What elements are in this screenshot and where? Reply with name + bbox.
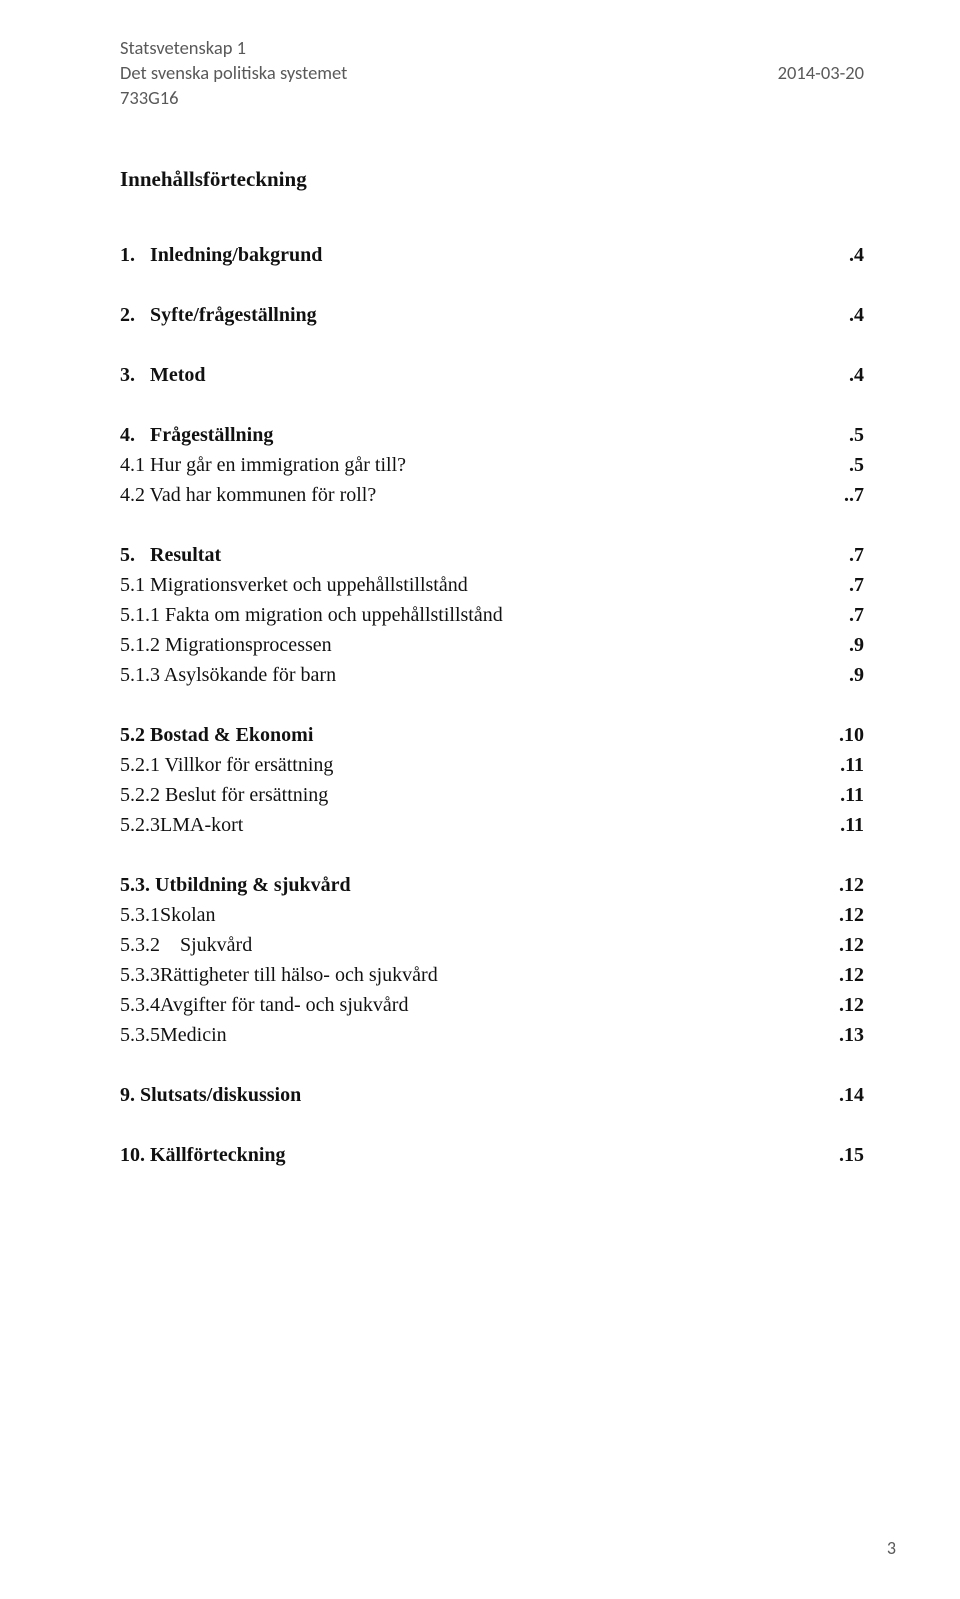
toc-entry: 4. Frågeställning .5 — [120, 420, 864, 450]
toc-entry-label: 5.3.3Rättigheter till hälso- och sjukvår… — [120, 960, 438, 990]
toc-entry-label: 5.1.3 Asylsökande för barn — [120, 660, 336, 690]
toc-entry: 5.2 Bostad & Ekonomi .10 — [120, 720, 864, 750]
toc-entry-label: 3. Metod — [120, 360, 206, 390]
toc-entry-label: 5.2.1 Villkor för ersättning — [120, 750, 333, 780]
toc-entry-page: .7 — [816, 570, 864, 600]
toc-entry-label: 5.2 Bostad & Ekonomi — [120, 720, 313, 750]
toc-entry: 9. Slutsats/diskussion .14 — [120, 1080, 864, 1110]
toc-entry-page: .12 — [816, 990, 864, 1020]
toc-entry-label: 1. Inledning/bakgrund — [120, 240, 322, 270]
toc-entry-label: 2. Syfte/frågeställning — [120, 300, 317, 330]
toc-group: 3. Metod .4 — [120, 360, 864, 390]
toc-entry: 10. Källförteckning .15 — [120, 1140, 864, 1170]
page: Statsvetenskap 1 Det svenska politiska s… — [0, 0, 960, 1599]
toc-entry-label: 4. Frågeställning — [120, 420, 273, 450]
toc-entry: 4.1 Hur går en immigration går till? .5 — [120, 450, 864, 480]
toc-entry-label: 4.1 Hur går en immigration går till? — [120, 450, 406, 480]
toc-entry-label: 5.1.2 Migrationsprocessen — [120, 630, 332, 660]
toc-entry-page: .15 — [816, 1140, 864, 1170]
toc-entry: 4.2 Vad har kommunen för roll? ..7 — [120, 480, 864, 510]
toc-entry-label: 5.3.2 Sjukvård — [120, 930, 252, 960]
toc-entry-label: 5.3.4Avgifter för tand- och sjukvård — [120, 990, 408, 1020]
toc-group: 2. Syfte/frågeställning .4 — [120, 300, 864, 330]
toc-entry-page: .14 — [816, 1080, 864, 1110]
toc-entry: 5.3.1Skolan .12 — [120, 900, 864, 930]
toc-entry: 5.1.2 Migrationsprocessen .9 — [120, 630, 864, 660]
toc-entry: 5.1.1 Fakta om migration och uppehållsti… — [120, 600, 864, 630]
toc-entry: 5.1 Migrationsverket och uppehållstillst… — [120, 570, 864, 600]
toc-entry: 5.3.2 Sjukvård .12 — [120, 930, 864, 960]
toc-entry: 1. Inledning/bakgrund .4 — [120, 240, 864, 270]
toc-entry-page: .11 — [816, 810, 864, 840]
toc-entry-label: 5.3. Utbildning & sjukvård — [120, 870, 351, 900]
toc-entry-page: .9 — [816, 630, 864, 660]
page-number: 3 — [887, 1537, 896, 1559]
toc-entry-page: .12 — [816, 900, 864, 930]
toc-entry-label: 9. Slutsats/diskussion — [120, 1080, 301, 1110]
toc-entry-page: .5 — [816, 420, 864, 450]
header-code: 733G16 — [120, 86, 864, 111]
toc-entry-label: 4.2 Vad har kommunen för roll? — [120, 480, 376, 510]
toc-entry-label: 5.2.3LMA-kort — [120, 810, 243, 840]
toc-entry-label: 10. Källförteckning — [120, 1140, 286, 1170]
toc-entry-page: ..7 — [816, 480, 864, 510]
header-subtitle: Det svenska politiska systemet — [120, 61, 347, 86]
toc-entry-page: .11 — [816, 780, 864, 810]
toc-entry-page: .11 — [816, 750, 864, 780]
toc-entry-label: 5.3.5Medicin — [120, 1020, 227, 1050]
toc-group: 5.3. Utbildning & sjukvård.125.3.1Skolan… — [120, 870, 864, 1050]
toc-group: 4. Frågeställning.54.1 Hur går en immigr… — [120, 420, 864, 510]
toc-entry: 5.2.1 Villkor för ersättning .11 — [120, 750, 864, 780]
toc-entry-page: .9 — [816, 660, 864, 690]
toc-entry-page: .12 — [816, 870, 864, 900]
toc-entry-label: 5.2.2 Beslut för ersättning — [120, 780, 328, 810]
toc-entry-label: 5. Resultat — [120, 540, 221, 570]
toc-entry-page: .4 — [816, 300, 864, 330]
header: Statsvetenskap 1 Det svenska politiska s… — [120, 36, 864, 111]
toc-entry: 3. Metod .4 — [120, 360, 864, 390]
toc-group: 10. Källförteckning .15 — [120, 1140, 864, 1170]
toc-entry: 2. Syfte/frågeställning .4 — [120, 300, 864, 330]
toc-group: 9. Slutsats/diskussion .14 — [120, 1080, 864, 1110]
toc-group: 5. Resultat .7 5.1 Migrationsverket och up… — [120, 540, 864, 690]
toc-entry-page: .13 — [816, 1020, 864, 1050]
toc-entry-page: .7 — [816, 540, 864, 570]
toc-entry: 5. Resultat .7 — [120, 540, 864, 570]
toc: 1. Inledning/bakgrund.42. Syfte/frågestä… — [120, 240, 864, 1170]
toc-entry: 5.3.4Avgifter för tand- och sjukvård .12 — [120, 990, 864, 1020]
toc-entry: 5.3.5Medicin .13 — [120, 1020, 864, 1050]
toc-entry-page: .5 — [816, 450, 864, 480]
toc-entry-label: 5.1 Migrationsverket och uppehållstillst… — [120, 570, 468, 600]
toc-entry-page: .12 — [816, 930, 864, 960]
toc-entry-page: .10 — [816, 720, 864, 750]
toc-entry-label: 5.1.1 Fakta om migration och uppehållsti… — [120, 600, 503, 630]
header-date: 2014-03-20 — [778, 61, 864, 86]
toc-group: 5.2 Bostad & Ekonomi.105.2.1 Villkor för… — [120, 720, 864, 840]
toc-title: Innehållsförteckning — [120, 167, 864, 192]
toc-entry: 5.1.3 Asylsökande för barn .9 — [120, 660, 864, 690]
toc-entry: 5.3. Utbildning & sjukvård .12 — [120, 870, 864, 900]
toc-entry-label: 5.3.1Skolan — [120, 900, 216, 930]
toc-group: 1. Inledning/bakgrund .4 — [120, 240, 864, 270]
toc-entry-page: .12 — [816, 960, 864, 990]
toc-entry: 5.2.3LMA-kort .11 — [120, 810, 864, 840]
header-course: Statsvetenskap 1 — [120, 36, 864, 61]
toc-entry: 5.2.2 Beslut för ersättning .11 — [120, 780, 864, 810]
toc-entry-page: .7 — [816, 600, 864, 630]
toc-entry: 5.3.3Rättigheter till hälso- och sjukvår… — [120, 960, 864, 990]
toc-entry-page: .4 — [816, 240, 864, 270]
toc-entry-page: .4 — [816, 360, 864, 390]
